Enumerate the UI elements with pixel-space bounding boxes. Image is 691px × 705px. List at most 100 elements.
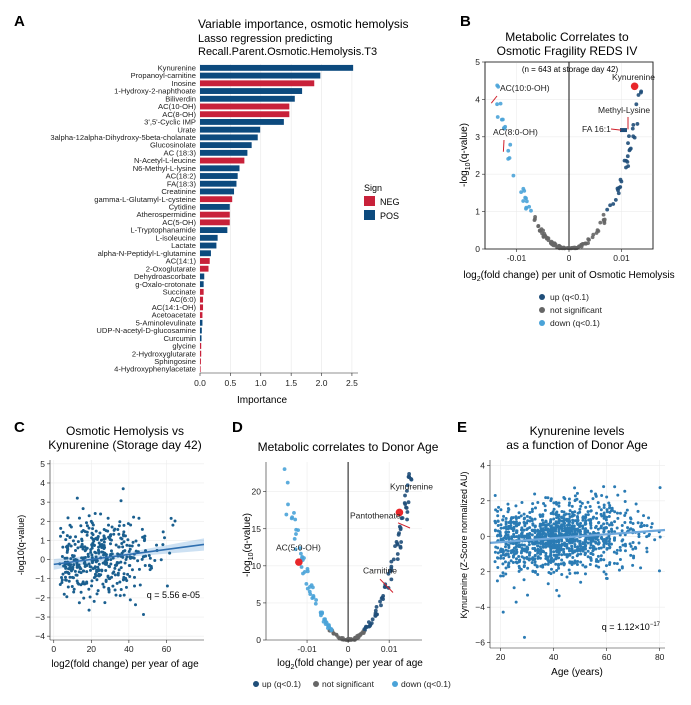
data-point [596,501,600,505]
data-point [549,567,553,571]
data-point [562,246,567,251]
y-tick-label: 0 [256,635,261,645]
data-point [595,511,599,515]
panel-c-axes: −4 −3 −2 −1 0 1 2 3 4 5 0 20 40 60 [35,459,204,654]
data-point [128,564,132,568]
data-point [522,564,526,568]
data-point [543,508,547,512]
data-point [282,467,287,472]
data-point [552,501,556,505]
y-tick-label: 1 [475,207,480,217]
bar-label: UDP-N-acetyl-D-glucosamine [96,326,196,335]
panel-a-x-axis-label: Importance [237,395,287,406]
data-point [554,562,558,566]
data-point [562,495,566,499]
data-point [122,540,126,544]
data-point [528,510,532,514]
data-point [109,552,113,556]
data-point [589,540,593,544]
bar [200,203,230,210]
data-point [493,528,497,532]
data-point [581,563,585,567]
data-point [78,566,82,570]
data-point [79,571,83,575]
data-point [616,493,620,497]
data-point [131,556,135,560]
data-point [82,561,86,565]
data-point [623,514,627,518]
data-point [570,524,574,528]
data-point [608,546,612,550]
trend-line [53,543,205,566]
bar [200,234,218,241]
data-point [96,535,100,539]
data-point [607,501,611,505]
data-point [586,555,590,559]
data-point [541,532,545,536]
data-point [533,215,538,219]
bar-label: AC(14:1-OH) [152,303,197,312]
data-point [502,556,506,560]
data-point [405,510,410,514]
x-tick-label: 60 [162,644,172,654]
data-point [631,123,636,127]
data-point [631,134,636,139]
data-point [547,534,551,538]
data-point [570,540,574,544]
data-point [511,529,515,533]
bar-label: gamma-L-Glutamyl-L-cysteine [94,195,196,204]
data-point [520,500,524,504]
data-point [95,568,99,572]
data-point [525,521,529,525]
data-point [323,619,328,624]
data-point [525,546,529,550]
annotation-label: Carnitine [363,565,397,575]
data-point [311,593,316,598]
data-point [533,563,537,567]
data-point [567,523,571,527]
data-point [88,595,92,599]
data-point [596,527,600,531]
data-point [583,572,587,576]
data-point [578,539,582,543]
data-point [602,530,606,534]
data-point [75,496,79,500]
data-point [525,535,529,539]
panel-b-y-axis-label: -log10(q-value) [459,123,472,187]
y-tick-label: 20 [252,487,262,497]
data-point [504,520,508,524]
data-point [89,550,93,554]
data-point [76,546,80,550]
data-point [107,590,111,594]
bar-label: AC(18:2) [166,172,197,181]
y-tick-label: 3 [475,132,480,142]
data-point [630,126,635,131]
data-point [565,542,569,546]
data-point [499,508,503,512]
panel-a-title-line-1: Variable importance, osmotic hemolysis [198,17,409,31]
data-point [63,575,67,579]
bar [200,149,248,156]
panel-c-letter: C [14,419,25,436]
data-point [631,563,635,567]
data-point [107,565,111,569]
data-point [616,516,620,520]
data-point [538,515,542,519]
data-point [596,538,600,542]
data-point [522,578,526,582]
data-point [605,207,610,212]
data-point [547,541,551,545]
data-point [615,551,619,555]
data-point [102,585,106,589]
data-point [504,537,508,541]
data-point [546,556,550,560]
data-point [584,513,588,517]
bar [200,64,354,71]
data-point [544,554,548,558]
data-point [626,141,630,145]
data-point [649,525,653,529]
data-point [573,527,577,531]
data-point [557,566,561,570]
data-point [405,488,409,493]
data-point [595,558,599,562]
